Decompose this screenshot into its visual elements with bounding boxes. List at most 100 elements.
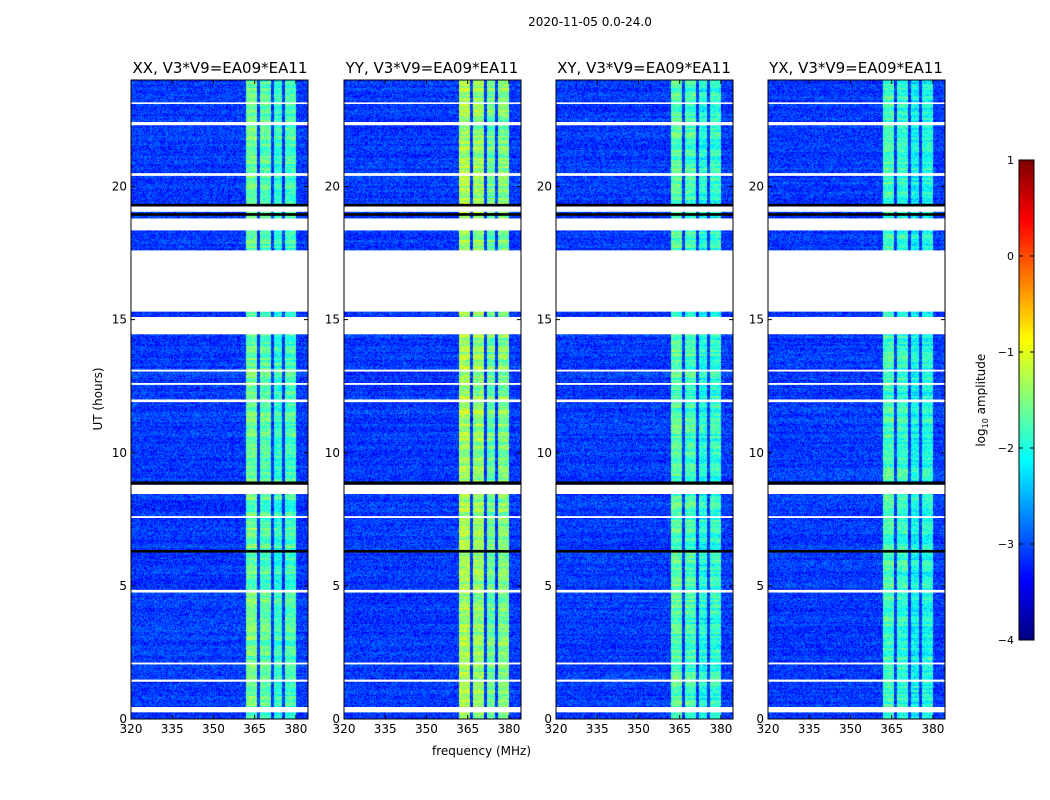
x-tick-label: 320 <box>757 722 780 736</box>
flagged-interval <box>768 707 945 713</box>
x-axis-label: frequency (MHz) <box>432 744 532 758</box>
x-tick-label: 350 <box>202 722 225 736</box>
panel-title-yx: YX, V3*V9=EA09*EA11 <box>769 59 943 77</box>
x-tick-label: 380 <box>497 722 520 736</box>
flagged-interval <box>344 484 521 495</box>
flagged-interval <box>768 250 945 312</box>
x-tick-label: 335 <box>161 722 184 736</box>
flagged-interval <box>768 484 945 495</box>
flagged-interval <box>344 399 521 403</box>
flagged-interval <box>131 516 308 518</box>
flagged-interval <box>344 218 521 231</box>
flagged-interval <box>768 589 945 593</box>
x-tick-label: 365 <box>456 722 479 736</box>
flagged-interval <box>131 102 308 104</box>
y-tick-label: 5 <box>332 579 340 593</box>
colorbar-label-sub: 10 <box>981 418 991 429</box>
flagged-interval <box>344 250 521 312</box>
flagged-interval <box>344 122 521 126</box>
flagged-interval <box>131 173 308 176</box>
colorbar-label-log: log <box>973 428 988 447</box>
colorbar-tick-label: −1 <box>998 346 1014 359</box>
flagged-interval <box>131 484 308 495</box>
flagged-interval <box>131 218 308 231</box>
y-tick-label: 0 <box>119 712 127 726</box>
flagged-interval <box>131 250 308 312</box>
flagged-interval <box>344 662 521 665</box>
dead-interval <box>344 203 521 207</box>
flagged-interval <box>768 102 945 104</box>
flagged-interval <box>556 102 733 104</box>
y-tick-label: 5 <box>756 579 764 593</box>
y-tick-label: 20 <box>112 180 127 194</box>
x-tick-label: 365 <box>243 722 266 736</box>
dead-interval <box>344 213 521 216</box>
panel-frame <box>130 79 309 720</box>
flagged-interval <box>768 662 945 665</box>
flagged-interval <box>344 679 521 682</box>
flagged-interval <box>344 369 521 372</box>
flagged-interval <box>768 516 945 518</box>
flagged-interval <box>556 382 733 385</box>
x-tick-label: 335 <box>374 722 397 736</box>
panel-frame <box>343 79 522 720</box>
y-tick-label: 10 <box>749 446 764 460</box>
flagged-interval <box>131 589 308 593</box>
x-tick-label: 335 <box>586 722 609 736</box>
flagged-interval <box>556 173 733 176</box>
y-tick-label: 5 <box>544 579 552 593</box>
panel-title-xx: XX, V3*V9=EA09*EA11 <box>132 59 308 77</box>
panel-title-yy: YY, V3*V9=EA09*EA11 <box>345 59 519 77</box>
dead-interval <box>344 481 521 485</box>
dead-interval <box>556 481 733 485</box>
dead-interval <box>131 203 308 207</box>
dead-interval <box>768 481 945 485</box>
flagged-interval <box>556 316 733 335</box>
flagged-interval <box>768 382 945 385</box>
flagged-interval <box>768 218 945 231</box>
colorbar-frame <box>1018 159 1035 641</box>
flagged-interval <box>344 516 521 518</box>
x-tick-label: 365 <box>668 722 691 736</box>
dead-interval <box>131 481 308 485</box>
flagged-interval <box>768 316 945 335</box>
dead-interval <box>768 549 945 553</box>
y-tick-label: 0 <box>332 712 340 726</box>
flagged-interval <box>131 707 308 713</box>
colorbar-tick-label: 1 <box>1007 154 1014 167</box>
colorbar-label-rest: amplitude <box>973 353 988 419</box>
x-tick-label: 320 <box>333 722 356 736</box>
x-tick-label: 350 <box>839 722 862 736</box>
flagged-interval <box>131 679 308 682</box>
y-tick-label: 20 <box>325 180 340 194</box>
y-tick-label: 15 <box>537 313 552 327</box>
flagged-interval <box>768 173 945 176</box>
dead-interval <box>131 549 308 553</box>
flagged-interval <box>556 122 733 126</box>
y-tick-label: 10 <box>537 446 552 460</box>
flagged-interval <box>556 707 733 713</box>
y-tick-label: 0 <box>544 712 552 726</box>
flagged-interval <box>131 399 308 403</box>
panel-frame <box>767 79 946 720</box>
figure-title: 2020-11-05 0.0-24.0 <box>528 15 652 29</box>
x-tick-label: 320 <box>120 722 143 736</box>
flagged-interval <box>131 369 308 372</box>
flagged-interval <box>344 707 521 713</box>
y-tick-label: 20 <box>749 180 764 194</box>
flagged-interval <box>344 382 521 385</box>
y-tick-label: 20 <box>537 180 552 194</box>
colorbar-label: log10 amplitude <box>974 340 990 460</box>
flagged-interval <box>344 316 521 335</box>
y-tick-label: 0 <box>756 712 764 726</box>
dead-interval <box>768 203 945 207</box>
flagged-interval <box>556 206 733 212</box>
panel-frame <box>555 79 734 720</box>
y-tick-label: 15 <box>112 313 127 327</box>
flagged-interval <box>556 589 733 593</box>
x-tick-label: 380 <box>709 722 732 736</box>
y-tick-label: 15 <box>325 313 340 327</box>
flagged-interval <box>556 218 733 231</box>
flagged-interval <box>556 250 733 312</box>
x-tick-label: 335 <box>798 722 821 736</box>
